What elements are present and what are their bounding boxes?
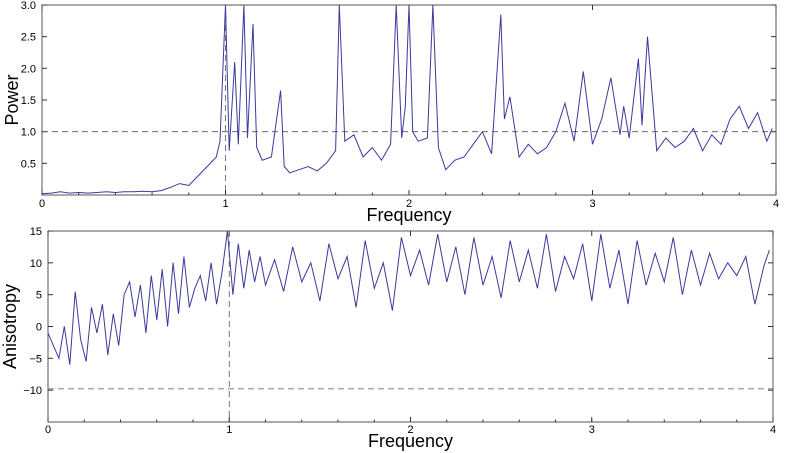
y-tick-label: 10 (30, 258, 42, 270)
y-tick-label: −5 (29, 353, 42, 365)
y-tick-label: 0 (36, 322, 42, 334)
y-tick-label: 2.0 (21, 63, 36, 75)
y-axis-title: Anisotropy (0, 284, 20, 369)
y-tick-label: 15 (30, 226, 42, 238)
x-axis-title: Frequency (368, 431, 453, 451)
y-axis-title: Power (2, 74, 22, 125)
x-tick-label: 2 (406, 198, 412, 210)
plot-frame (47, 230, 774, 423)
x-tick-label: 4 (770, 424, 776, 436)
x-tick-label: 1 (226, 424, 232, 436)
x-tick-label: 2 (407, 424, 413, 436)
y-tick-label: 3.0 (21, 0, 36, 12)
x-tick-label: 3 (589, 424, 595, 436)
x-tick-label: 1 (222, 198, 228, 210)
y-tick-label: 2.5 (21, 32, 36, 44)
y-tick-label: 1.5 (21, 95, 36, 107)
chart-2: 0 1 2 3 4 −10 −5 0 5 10 15 Frequency Anisotropy (0, 226, 776, 451)
y-tick-label: 1.0 (21, 127, 36, 139)
x-tick-label: 0 (39, 198, 45, 210)
series-line-1 (48, 231, 770, 365)
series-line-1 (42, 5, 773, 195)
chart-1: 0 1 2 3 4 0.5 1.0 1.5 2.0 2.5 3.0 Frequency Power (2, 0, 779, 225)
y-tick-label: 0.5 (21, 158, 36, 170)
plot-frame (41, 4, 777, 196)
x-tick-label: 3 (589, 198, 595, 210)
y-tick-label: 5 (36, 290, 42, 302)
y-tick-label: −10 (23, 385, 42, 397)
x-tick-label: 0 (45, 424, 51, 436)
x-axis-title: Frequency (366, 205, 451, 225)
x-tick-label: 4 (773, 198, 779, 210)
